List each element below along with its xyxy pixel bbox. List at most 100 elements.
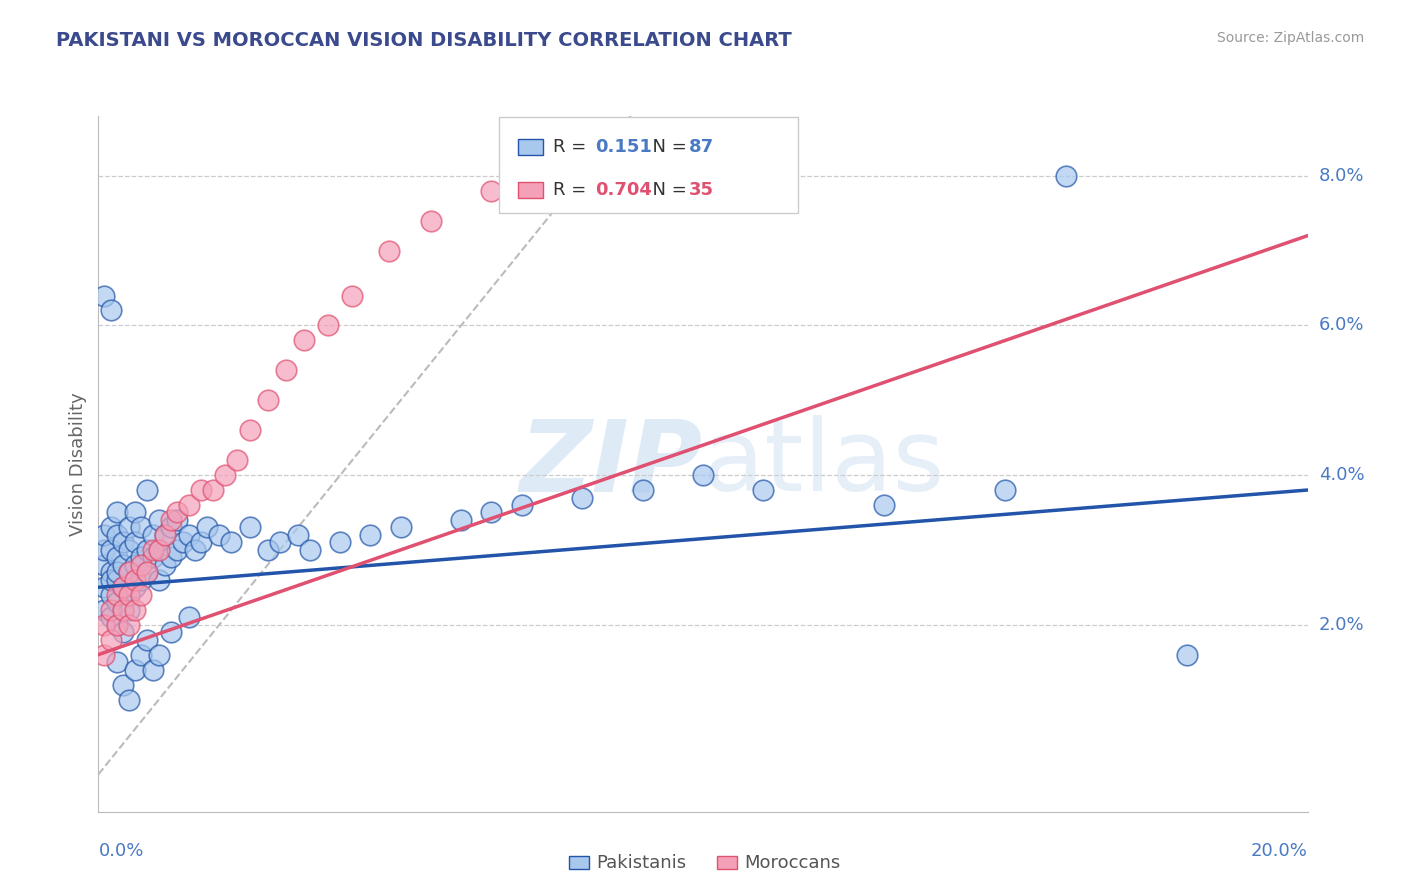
Point [135,483,157,497]
Point [93,542,115,557]
Point [166,542,188,557]
Point [105,566,128,580]
Point [135,542,157,557]
Point [377,244,399,258]
Point [118,617,141,632]
Text: 8.0%: 8.0% [1319,167,1364,185]
Point [450,513,472,527]
Point [105,588,128,602]
Point [177,498,201,512]
Point [752,483,775,497]
Point [148,542,170,557]
Point [118,566,141,580]
Point [148,513,170,527]
Point [177,528,201,542]
Point [105,528,128,542]
Point [299,542,322,557]
Text: R =: R = [553,181,592,199]
Point [481,506,503,520]
Point [129,648,152,662]
Point [148,573,170,587]
Point [105,655,128,669]
Point [100,542,122,557]
Point [172,535,194,549]
Point [105,595,128,609]
Point [692,468,714,483]
Point [994,483,1017,497]
Point [129,573,152,587]
Point [190,483,212,497]
Point [256,542,278,557]
Point [129,588,152,602]
Point [481,184,503,198]
Point [571,491,593,505]
Text: 6.0%: 6.0% [1319,317,1364,334]
Text: N =: N = [641,181,693,199]
Point [118,588,141,602]
Point [93,288,115,302]
Point [105,550,128,565]
Point [124,580,146,594]
Point [208,528,231,542]
Text: 0.151: 0.151 [595,137,652,155]
Point [93,528,115,542]
Point [142,663,165,677]
Point [226,453,249,467]
Point [111,603,134,617]
Text: Source: ZipAtlas.com: Source: ZipAtlas.com [1216,31,1364,45]
Point [148,542,170,557]
Point [111,677,134,691]
Point [166,506,188,520]
Text: 20.0%: 20.0% [1251,842,1308,860]
Point [631,483,654,497]
Point [124,535,146,549]
Point [100,603,122,617]
Point [93,580,115,594]
Point [329,535,352,549]
Point [124,506,146,520]
Point [148,648,170,662]
Point [419,213,441,227]
Point [142,542,165,557]
Point [100,610,122,624]
Point [177,610,201,624]
Point [239,520,262,534]
Point [160,550,183,565]
Point [100,632,122,647]
Text: N =: N = [641,137,693,155]
Point [93,603,115,617]
Text: 35: 35 [689,181,714,199]
Point [93,617,115,632]
Point [153,528,176,542]
Text: 4.0%: 4.0% [1319,466,1364,484]
Point [269,535,291,549]
Text: PAKISTANI VS MOROCCAN VISION DISABILITY CORRELATION CHART: PAKISTANI VS MOROCCAN VISION DISABILITY … [56,31,792,50]
Point [510,498,533,512]
Point [287,528,309,542]
Point [316,318,339,333]
Point [153,558,176,572]
Point [129,520,152,534]
Text: atlas: atlas [703,416,945,512]
Point [160,520,183,534]
Point [111,580,134,594]
Point [105,617,128,632]
Y-axis label: Vision Disability: Vision Disability [69,392,87,536]
Point [135,632,157,647]
Text: Moroccans: Moroccans [744,854,839,871]
Text: Pakistanis: Pakistanis [596,854,686,871]
Point [118,566,141,580]
Point [214,468,236,483]
Point [111,625,134,640]
Point [160,513,183,527]
Point [221,535,243,549]
Point [292,334,315,348]
Point [100,303,122,318]
Point [873,498,896,512]
Point [389,520,412,534]
Text: ZIP: ZIP [520,416,703,512]
Point [135,566,157,580]
Point [111,558,134,572]
Point [202,483,225,497]
Point [118,520,141,534]
